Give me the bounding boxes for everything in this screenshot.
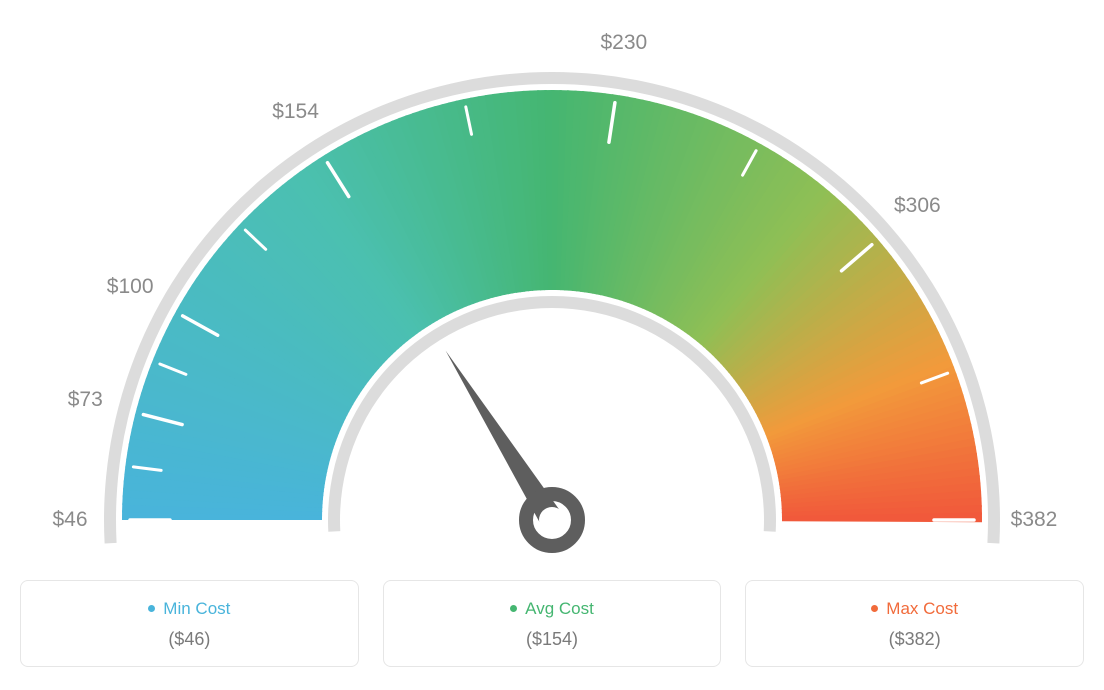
gauge-tick-label: $73 bbox=[68, 388, 103, 412]
legend-card-max: Max Cost ($382) bbox=[745, 580, 1084, 667]
legend-card-min: Min Cost ($46) bbox=[20, 580, 359, 667]
legend-row: Min Cost ($46) Avg Cost ($154) Max Cost … bbox=[20, 580, 1084, 667]
gauge-tick-label: $100 bbox=[107, 275, 154, 299]
gauge-tick-label: $46 bbox=[52, 508, 87, 532]
legend-max-title: Max Cost bbox=[766, 599, 1063, 619]
legend-min-title: Min Cost bbox=[41, 599, 338, 619]
legend-max-value: ($382) bbox=[766, 629, 1063, 650]
gauge-tick-label: $382 bbox=[1011, 508, 1058, 532]
gauge-svg bbox=[20, 20, 1084, 560]
gauge-tick-label: $154 bbox=[272, 100, 319, 124]
gauge-area: $46 $73 $100 $154 $230 $306 $382 bbox=[20, 20, 1084, 560]
gauge-tick-label: $230 bbox=[600, 31, 647, 55]
cost-gauge-widget: $46 $73 $100 $154 $230 $306 $382 Min Cost ($46… bbox=[20, 20, 1084, 667]
gauge-tick-label: $306 bbox=[894, 194, 941, 218]
legend-card-avg: Avg Cost ($154) bbox=[383, 580, 722, 667]
legend-avg-title: Avg Cost bbox=[404, 599, 701, 619]
legend-min-value: ($46) bbox=[41, 629, 338, 650]
legend-avg-value: ($154) bbox=[404, 629, 701, 650]
